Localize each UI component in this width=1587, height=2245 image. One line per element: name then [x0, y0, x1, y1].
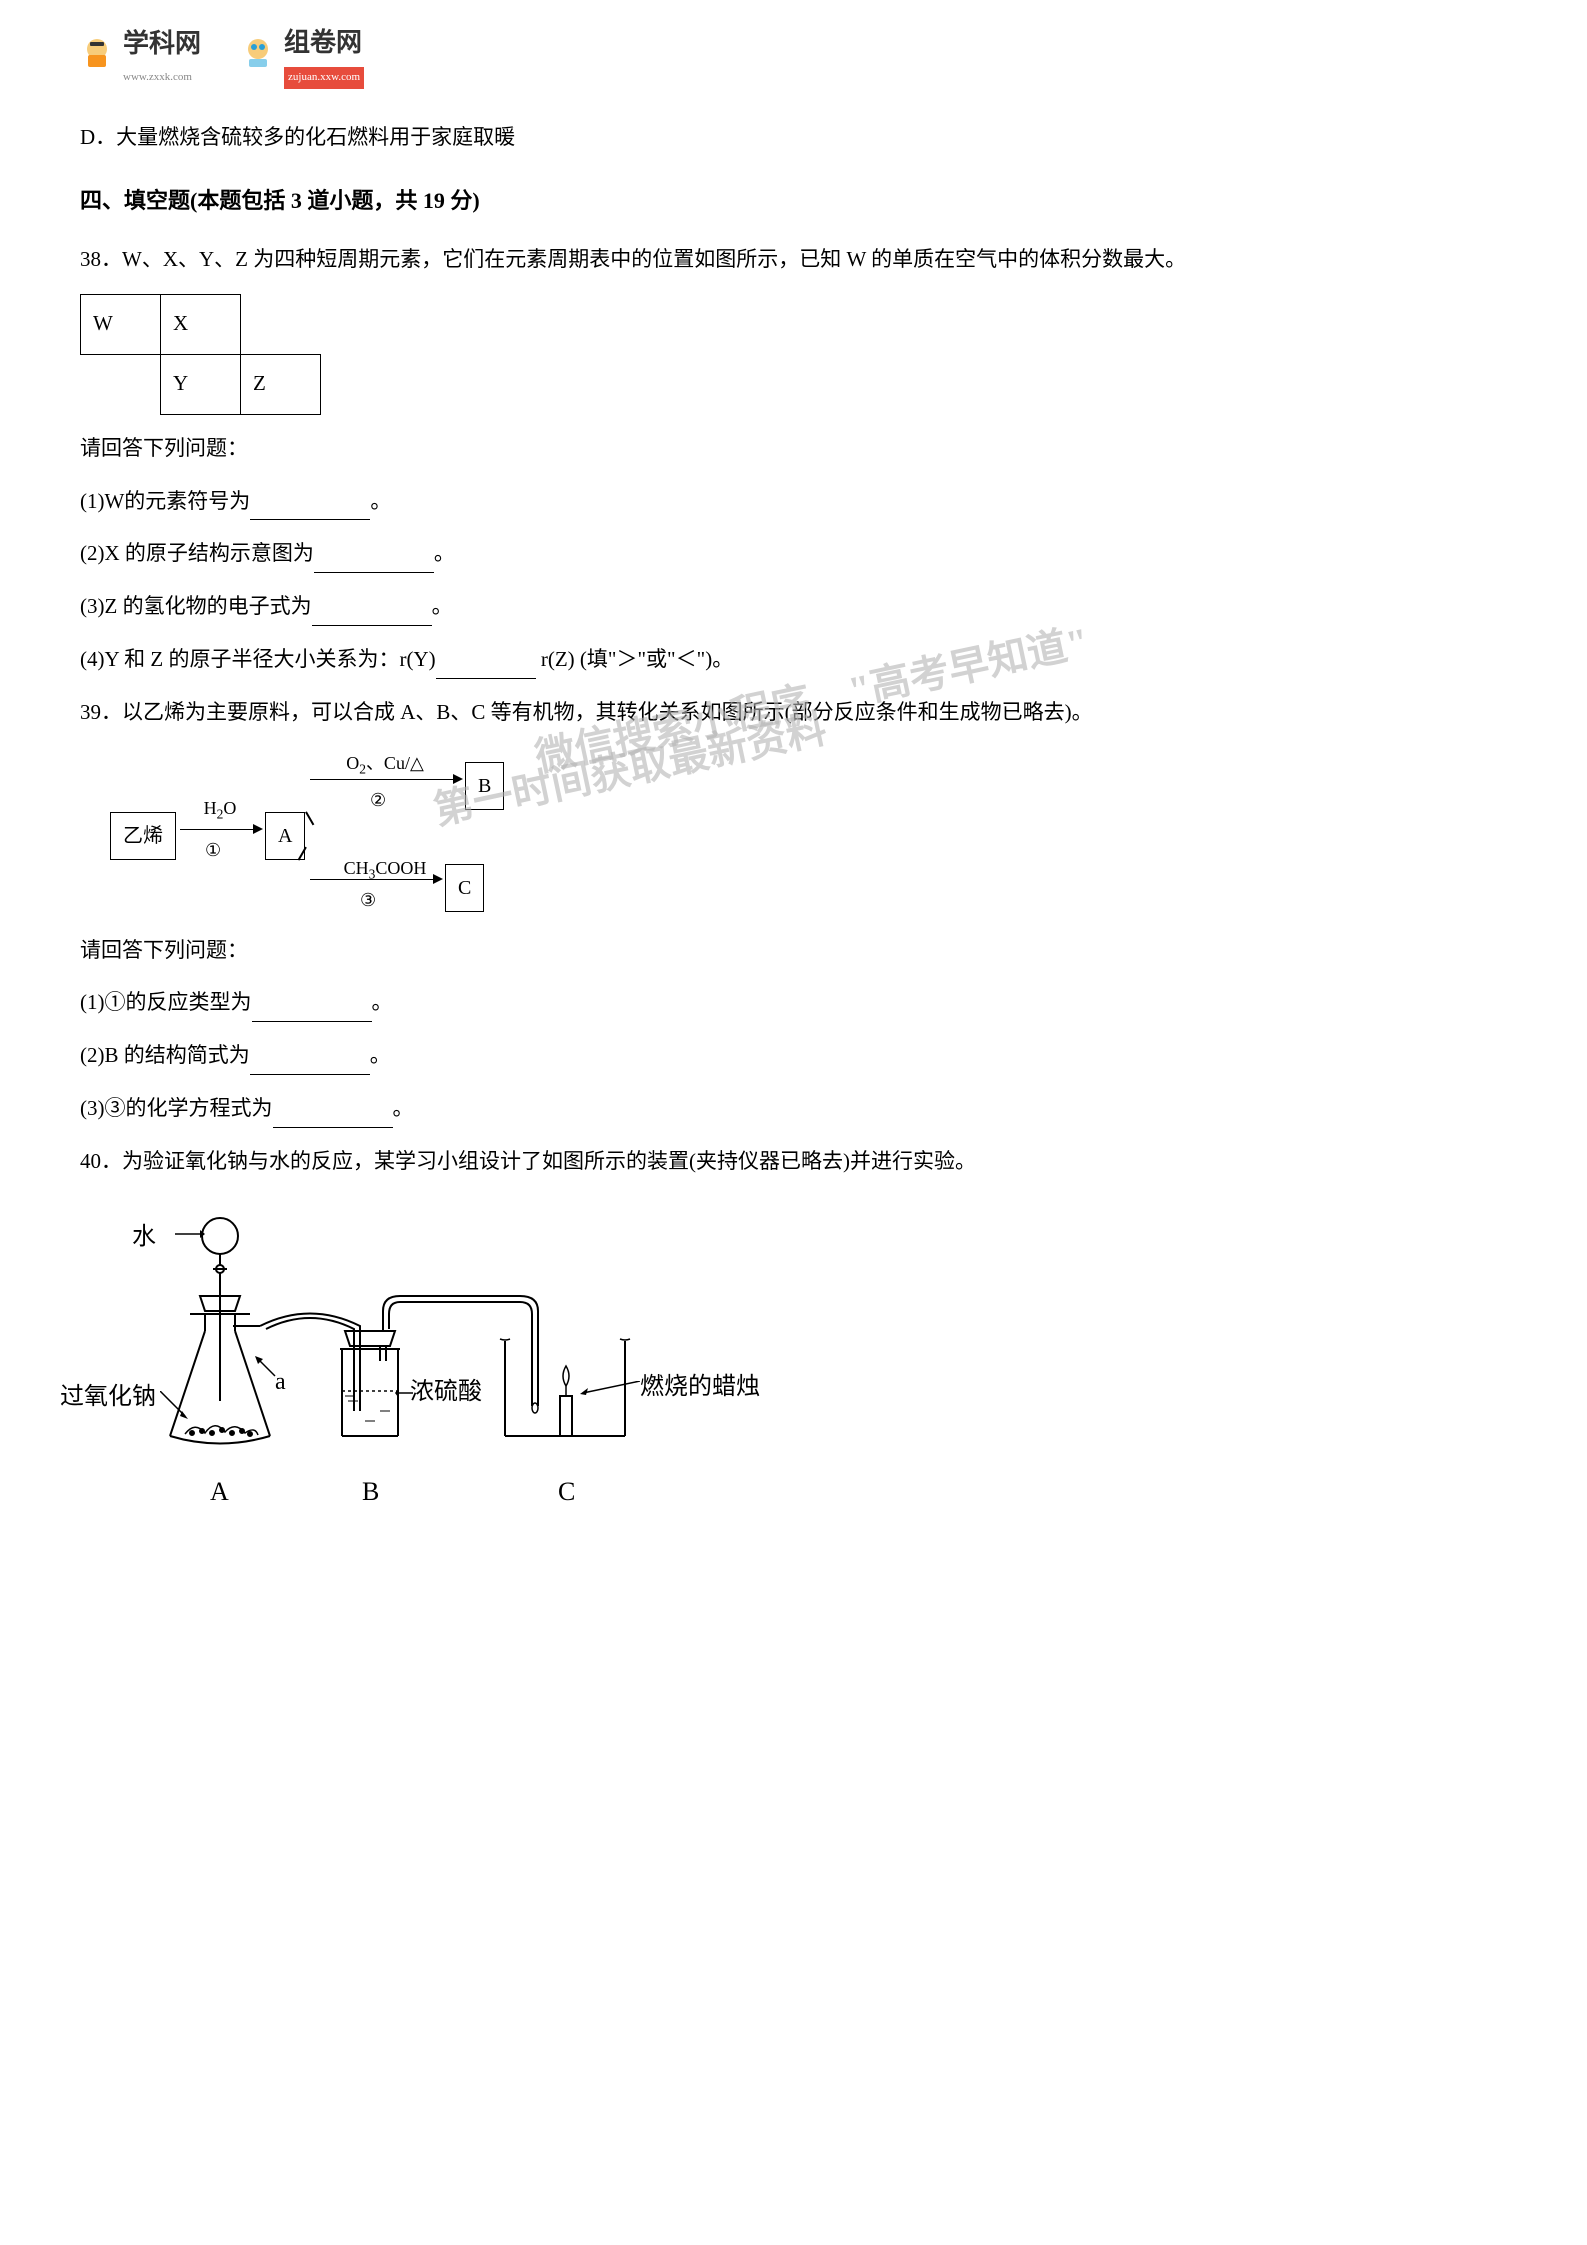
logo-zujuan: 组卷网 zujuan.xxw.com: [241, 20, 364, 89]
q38-sub1-pre: (1)W的元素符号为: [80, 489, 250, 513]
a-arrow: [255, 1356, 280, 1386]
q39-sub3-post: 。: [393, 1096, 414, 1120]
blank: [314, 552, 434, 573]
cell-y: Y: [161, 354, 241, 414]
blank: [312, 605, 432, 626]
label-A: A: [210, 1469, 229, 1516]
logo-xueke: 学科网 www.zxxk.com: [80, 21, 201, 88]
arrow2-head: [453, 774, 463, 784]
q39-sub3-pre: (3)③的化学方程式为: [80, 1096, 273, 1120]
q39-sub1-post: 。: [372, 990, 393, 1014]
organic-diagram: 乙烯 H2O ① A O2、Cu/△ ② B CH3COOH ③ C: [110, 752, 1507, 912]
candle-arrow: [580, 1381, 640, 1396]
q38-sub4-pre: (4)Y 和 Z 的原子半径大小关系为：r(Y): [80, 647, 436, 671]
acid-label: 浓硫酸: [410, 1371, 482, 1414]
blank: [252, 1001, 372, 1022]
q38-intro: 38．W、X、Y、Z 为四种短周期元素，它们在元素周期表中的位置如图所示，已知 …: [80, 241, 1507, 279]
apparatus-diagram: 水 过氧化钠 a 浓硫酸 燃烧的蜡烛 A B C: [80, 1211, 1507, 1531]
q39-prompt: 请回答下列问题：: [80, 932, 1507, 970]
label-B: B: [362, 1469, 379, 1516]
arrow3-top: CH3COOH: [325, 852, 445, 887]
xueke-icon: [80, 37, 115, 72]
c-box: C: [445, 864, 484, 912]
arrow3-head: [433, 874, 443, 884]
option-d: D．大量燃烧含硫较多的化石燃料用于家庭取暖: [80, 119, 1507, 157]
cell-w: W: [81, 294, 161, 354]
cell-empty: [241, 294, 321, 354]
q38-sub2-post: 。: [434, 541, 455, 565]
a-box: A: [265, 812, 305, 860]
peroxide-arrow: [160, 1391, 190, 1421]
label-C: C: [558, 1469, 575, 1516]
peroxide-label: 过氧化钠: [60, 1376, 156, 1419]
arrow1-bottom: ①: [205, 834, 221, 866]
arrow3-bottom: ③: [360, 884, 376, 916]
zujuan-icon: [241, 37, 276, 72]
q38-sub3-post: 。: [432, 594, 453, 618]
q39-sub2-pre: (2)B 的结构简式为: [80, 1043, 250, 1067]
periodic-table: W X Y Z: [80, 294, 321, 415]
branch-up: [305, 811, 314, 825]
section-4-header: 四、填空题(本题包括 3 道小题，共 19 分): [80, 181, 1507, 221]
header-logos: 学科网 www.zxxk.com 组卷网 zujuan.xxw.com: [80, 20, 1507, 89]
q38-prompt: 请回答下列问题：: [80, 430, 1507, 468]
q38-sub1-post: 。: [370, 489, 391, 513]
water-label: 水: [132, 1216, 156, 1259]
q39-sub3: (3)③的化学方程式为 。: [80, 1090, 1507, 1128]
arrow2-top: O2、Cu/△: [325, 747, 445, 782]
zujuan-title: 组卷网: [284, 20, 364, 67]
q39-intro: 39．以乙烯为主要原料，可以合成 A、B、C 等有机物，其转化关系如图所示(部分…: [80, 694, 1507, 732]
cell-x: X: [161, 294, 241, 354]
q39-sub2: (2)B 的结构简式为 。: [80, 1037, 1507, 1075]
q39-sub1-pre: (1)①的反应类型为: [80, 990, 252, 1014]
q38-sub3-pre: (3)Z 的氢化物的电子式为: [80, 594, 312, 618]
blank: [436, 658, 536, 679]
arrow2-line: [310, 779, 455, 781]
q38-sub2-pre: (2)X 的原子结构示意图为: [80, 541, 314, 565]
q39-sub2-post: 。: [370, 1043, 391, 1067]
q39-sub1: (1)①的反应类型为 。: [80, 984, 1507, 1022]
arrow1-line: [180, 829, 255, 831]
candle-label: 燃烧的蜡烛: [640, 1366, 760, 1409]
b-box: B: [465, 762, 504, 810]
q38-sub4: (4)Y 和 Z 的原子半径大小关系为：r(Y) r(Z) (填"＞"或"＜")…: [80, 641, 1507, 679]
water-arrow: [175, 1229, 205, 1239]
xueke-title: 学科网: [123, 21, 201, 68]
cell-z: Z: [241, 354, 321, 414]
zujuan-sub: zujuan.xxw.com: [284, 67, 364, 89]
acid-arrow: [395, 1388, 413, 1398]
arrow2-bottom: ②: [370, 784, 386, 816]
arrow1-head: [253, 824, 263, 834]
cell-empty2: [81, 354, 161, 414]
arrow1-top: H2O: [190, 792, 250, 827]
q40-intro: 40．为验证氧化钠与水的反应，某学习小组设计了如图所示的装置(夹持仪器已略去)并…: [80, 1143, 1507, 1181]
arrow3-line: [310, 879, 435, 881]
blank: [273, 1107, 393, 1128]
q38-sub2: (2)X 的原子结构示意图为 。: [80, 535, 1507, 573]
q38-sub1: (1)W的元素符号为 。: [80, 483, 1507, 521]
q38-sub4-post: r(Z) (填"＞"或"＜")。: [536, 647, 734, 671]
q38-sub3: (3)Z 的氢化物的电子式为 。: [80, 588, 1507, 626]
blank: [250, 499, 370, 520]
ethylene-box: 乙烯: [110, 812, 176, 860]
xueke-sub: www.zxxk.com: [123, 68, 201, 88]
blank: [250, 1054, 370, 1075]
